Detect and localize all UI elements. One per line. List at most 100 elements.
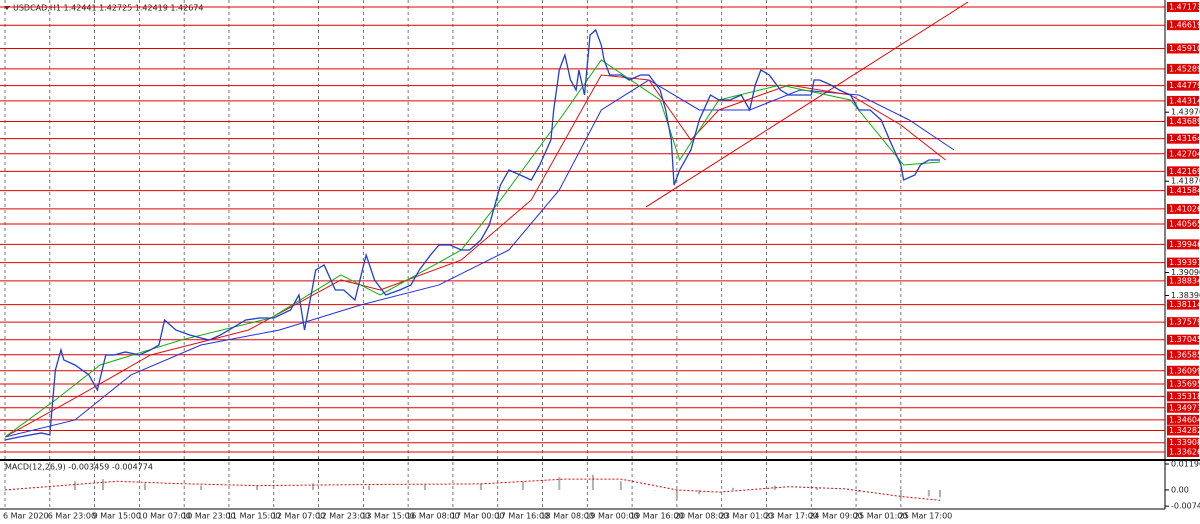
level-label-box xyxy=(1167,299,1199,310)
moving-average xyxy=(4,79,955,438)
level-label-box xyxy=(1167,1,1199,12)
level-label-box xyxy=(1167,185,1199,196)
x-tick-label: 20 Mar 08:00 xyxy=(675,512,728,521)
macd-bar xyxy=(143,483,146,490)
x-tick-label: 12 Mar 23:00 xyxy=(317,512,370,521)
level-label: 1.46619 xyxy=(1169,21,1200,30)
macd-signal-line xyxy=(4,478,941,501)
x-tick-label: 19 Mar 16:00 xyxy=(630,512,683,521)
level-label: 1.42169 xyxy=(1169,167,1200,176)
level-label-box xyxy=(1167,402,1199,413)
macd-bar xyxy=(558,476,561,490)
level-label: 1.34973 xyxy=(1169,403,1200,412)
moving-average xyxy=(4,59,941,438)
x-tick-label: 13 Mar 15:00 xyxy=(361,512,414,521)
chart-title: USDCAD,H1 1.42441 1.42725 1.42419 1.4267… xyxy=(13,4,203,13)
level-label: 1.47173 xyxy=(1169,2,1200,11)
macd-bar xyxy=(939,489,942,498)
level-label: 1.42704 xyxy=(1169,149,1200,158)
level-label-box xyxy=(1167,317,1199,328)
x-tick-label: 10 Mar 07:00 xyxy=(137,512,190,521)
level-label-box xyxy=(1167,20,1199,31)
y-tick-label: 1.41870 xyxy=(1171,177,1200,186)
level-label: 1.35318 xyxy=(1169,392,1200,401)
macd-tick-label: -0.00748 xyxy=(1171,502,1200,511)
x-tick-label: 23 Mar 17:00 xyxy=(764,512,817,521)
macd-bar xyxy=(675,489,678,499)
macd-bar xyxy=(199,485,202,490)
level-label: 1.44314 xyxy=(1169,96,1200,105)
level-label: 1.41026 xyxy=(1169,204,1200,213)
macd-bar xyxy=(591,474,594,490)
level-label: 1.39391 xyxy=(1169,258,1200,267)
x-tick-label: 25 Mar 01:00 xyxy=(854,512,907,521)
level-label-box xyxy=(1167,425,1199,436)
macd-bar xyxy=(927,489,930,497)
level-label-box xyxy=(1167,239,1199,250)
level-label: 1.36099 xyxy=(1169,366,1200,375)
level-label-box xyxy=(1167,275,1199,286)
macd-bar xyxy=(367,485,370,490)
level-label: 1.41584 xyxy=(1169,186,1200,195)
macd-bar xyxy=(731,487,734,490)
level-label: 1.35695 xyxy=(1169,380,1200,389)
x-tick-label: 6 Mar 2020 xyxy=(3,512,49,521)
level-label: 1.37579 xyxy=(1169,318,1200,327)
level-label-box xyxy=(1167,334,1199,345)
macd-bar xyxy=(423,484,426,490)
macd-tick-label: 0.011961 xyxy=(1171,460,1200,469)
level-label-box xyxy=(1167,391,1199,402)
macd-bar xyxy=(48,488,51,490)
level-label-box xyxy=(1167,63,1199,74)
x-tick-label: 23 Mar 01:00 xyxy=(720,512,773,521)
level-label-box xyxy=(1167,148,1199,159)
x-tick-label: 18 Mar 08:00 xyxy=(541,512,594,521)
level-label: 1.43164 xyxy=(1169,134,1200,143)
macd-bar xyxy=(311,483,314,490)
y-tick-label: 1.39090 xyxy=(1171,268,1200,277)
level-label: 1.38114 xyxy=(1169,300,1200,309)
x-tick-label: 17 Mar 16:00 xyxy=(496,512,549,521)
level-label-box xyxy=(1167,447,1199,458)
macd-bar xyxy=(255,485,258,490)
level-label-box xyxy=(1167,203,1199,214)
x-tick-label: 19 Mar 00:00 xyxy=(585,512,638,521)
level-label-box xyxy=(1167,414,1199,425)
moving-average xyxy=(4,74,946,438)
macd-bar xyxy=(4,489,6,491)
macd-title: MACD(12,26,9) -0.003459 -0.004774 xyxy=(5,463,153,472)
macd-bar xyxy=(773,485,776,490)
macd-bar xyxy=(815,487,818,490)
x-tick-label: 9 Mar 15:00 xyxy=(93,512,141,521)
macd-bar xyxy=(479,483,482,490)
macd-bar xyxy=(521,481,524,490)
level-label-box xyxy=(1167,133,1199,144)
level-label: 1.40565 xyxy=(1169,220,1200,229)
level-label: 1.34604 xyxy=(1169,415,1200,424)
level-label-box xyxy=(1167,349,1199,360)
x-tick-label: 16 Mar 08:00 xyxy=(406,512,459,521)
level-label-box xyxy=(1167,219,1199,230)
y-tick-label: 1.43970 xyxy=(1171,108,1200,117)
level-label-box xyxy=(1167,379,1199,390)
macd-tick-label: 0.00 xyxy=(1171,485,1189,494)
x-tick-label: 12 Mar 07:00 xyxy=(272,512,325,521)
level-label: 1.38834 xyxy=(1169,276,1200,285)
macd-bar xyxy=(698,489,701,495)
macd-bar xyxy=(73,481,76,490)
level-label: 1.43689 xyxy=(1169,117,1200,126)
level-label: 1.36585 xyxy=(1169,350,1200,359)
macd-bar xyxy=(619,481,622,490)
level-label-box xyxy=(1167,43,1199,54)
macd-bar xyxy=(857,489,860,493)
macd-bar xyxy=(899,489,902,499)
level-label-box xyxy=(1167,95,1199,106)
macd-bar xyxy=(101,479,104,490)
y-tick-label: 1.38390 xyxy=(1171,291,1200,300)
macd-bar xyxy=(653,489,656,491)
level-label: 1.44779 xyxy=(1169,81,1200,90)
level-label: 1.37045 xyxy=(1169,335,1200,344)
level-label: 1.33626 xyxy=(1169,448,1200,457)
